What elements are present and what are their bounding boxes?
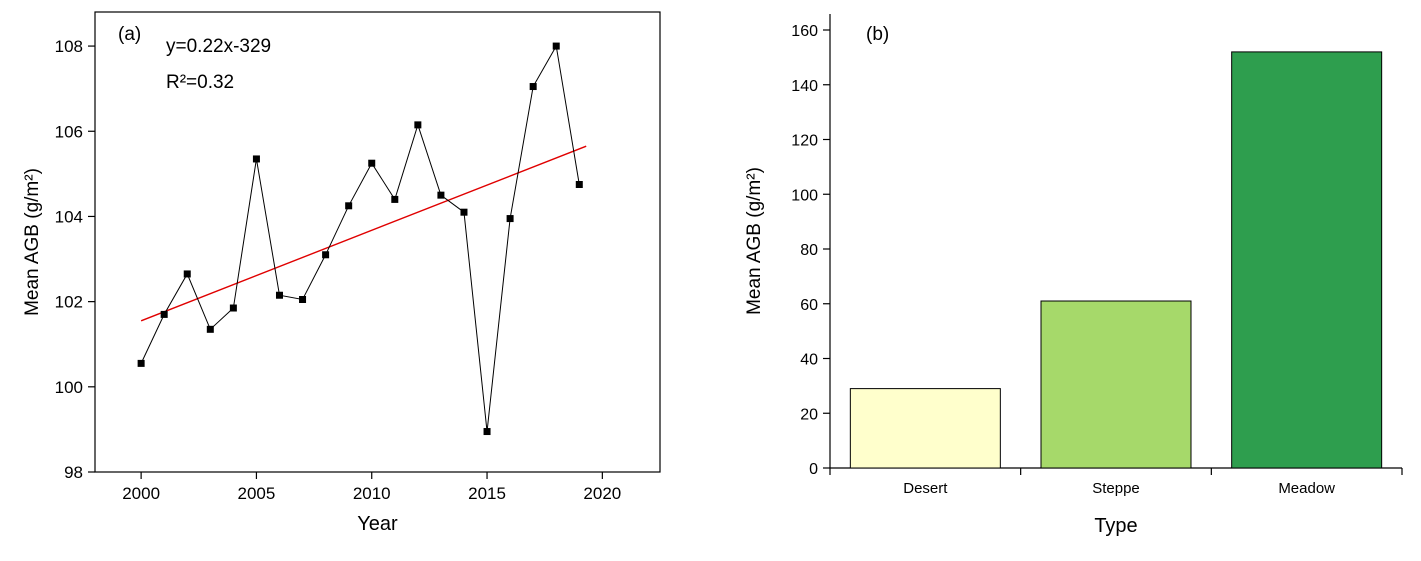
y-axis-tick-label: 120: [791, 133, 818, 150]
bar-desert: [849, 388, 1001, 469]
data-point-marker: [414, 121, 422, 129]
data-point-marker: [160, 310, 168, 318]
trend-equation-label: y=0.22x-329: [166, 36, 271, 57]
panel-label-b: (b): [866, 24, 889, 45]
data-point-marker: [552, 42, 560, 50]
y-axis-tick-label: 80: [800, 242, 818, 259]
x-axis-title: Type: [1094, 515, 1137, 537]
x-axis-title: Year: [357, 513, 398, 535]
x-axis-tick-label: 2015: [468, 484, 506, 503]
y-axis-tick-label: 100: [791, 187, 818, 204]
y-axis-tick-label: 98: [64, 463, 83, 482]
trend-line: [140, 145, 587, 322]
data-point-marker: [275, 291, 283, 299]
data-line: [140, 44, 580, 432]
x-axis-tick-label: 2010: [353, 484, 391, 503]
y-axis-tick-label: 40: [800, 352, 818, 369]
category-label: Meadow: [1278, 480, 1335, 497]
data-point-marker: [299, 296, 307, 303]
y-axis-tick-label: 102: [55, 293, 83, 312]
x-axis-tick-label: 2000: [122, 484, 160, 503]
data-point-marker: [506, 215, 514, 223]
plot-frame: [94, 11, 661, 473]
y-axis-tick-label: 20: [800, 406, 818, 423]
data-point-marker: [460, 208, 468, 216]
y-axis-tick-label: 0: [809, 461, 818, 478]
y-axis-tick-label: 108: [55, 37, 83, 56]
data-point-marker: [483, 428, 491, 436]
data-point-marker: [229, 304, 237, 312]
data-point-marker: [322, 251, 330, 259]
category-label: Desert: [903, 480, 948, 497]
y-axis-tick-label: 104: [55, 207, 83, 226]
data-point-marker: [391, 195, 399, 203]
y-axis-tick-label: 160: [791, 23, 818, 40]
data-point-marker: [206, 325, 214, 333]
y-axis-tick-label: 100: [55, 378, 83, 397]
data-point-marker: [183, 270, 191, 278]
data-point-marker: [437, 191, 445, 199]
y-axis-tick-label: 60: [800, 297, 818, 314]
x-axis-tick-label: 2020: [583, 484, 621, 503]
data-point-marker: [252, 155, 260, 163]
bar-meadow: [1231, 51, 1383, 469]
category-label: Steppe: [1092, 480, 1140, 497]
data-point-marker: [345, 202, 353, 210]
panel-label-a: (a): [118, 24, 141, 45]
y-axis-title: Mean AGB (g/m²): [22, 168, 43, 316]
r-squared-label: R²=0.32: [166, 72, 234, 93]
bar-chart-panel-b: 0 20 40 60 80 100 120 140 160 Desert Steppe Meadow (…: [744, 14, 1403, 537]
line-chart-panel-a: 98 100 102 104 106 108 2000 2005 2010 2015 2020 (a)…: [22, 11, 661, 535]
data-point-marker: [575, 181, 583, 188]
bar-steppe: [1040, 300, 1192, 469]
y-axis-tick-label: 106: [55, 122, 83, 141]
x-axis-tick-label: 2005: [238, 484, 276, 503]
y-axis-tick-label: 140: [791, 78, 818, 95]
data-point-marker: [137, 359, 145, 367]
data-point-marker: [368, 159, 376, 167]
y-axis-title: Mean AGB (g/m²): [744, 167, 765, 315]
data-point-marker: [529, 83, 537, 91]
